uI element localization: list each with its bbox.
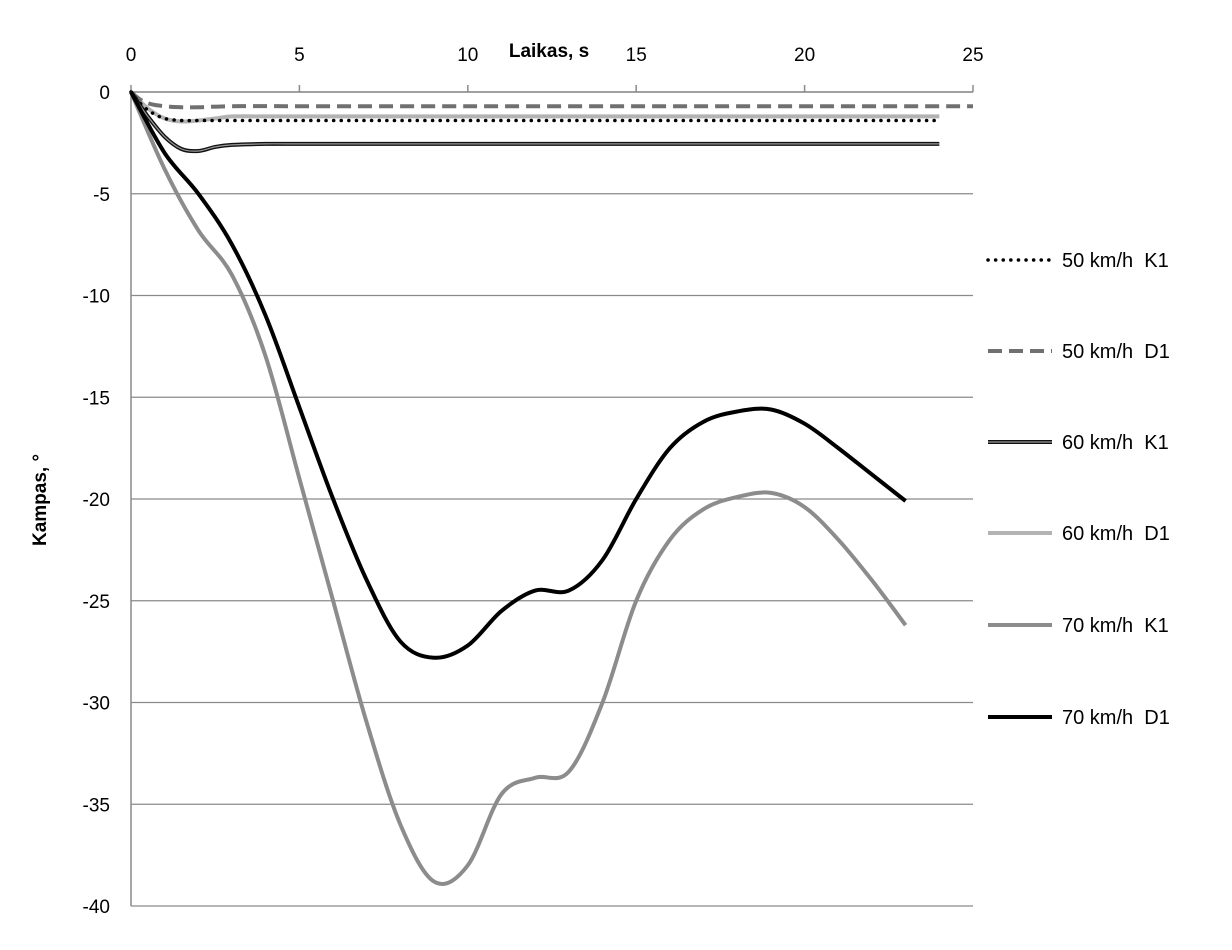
x-axis-tick-labels: 0 5 10 15 20 25 <box>126 45 984 66</box>
y-tick-label-2: -10 <box>83 287 110 308</box>
legend-label-5: 70 km/h D1 <box>1062 707 1170 729</box>
series-line-5 <box>129 91 907 660</box>
x-tick-label-0: 0 <box>126 45 137 66</box>
gridlines <box>131 91 973 907</box>
series-line-3 <box>129 90 940 124</box>
y-tick-label-0: 0 <box>99 83 110 104</box>
series-line-0 <box>129 90 942 123</box>
x-tick-label-1: 5 <box>294 45 305 66</box>
legend-label-3: 60 km/h D1 <box>1062 523 1170 545</box>
y-tick-label-5: -25 <box>83 592 110 613</box>
series-line-2-inner <box>130 91 940 152</box>
series-line-2-outer <box>129 90 940 154</box>
series-line-4 <box>129 91 908 886</box>
x-tick-label-3: 15 <box>626 45 647 66</box>
x-tick-label-4: 20 <box>794 45 815 66</box>
legend-label-2: 60 km/h K1 <box>1062 432 1169 454</box>
y-tick-label-7: -35 <box>83 795 110 816</box>
y-tick-label-1: -5 <box>93 185 110 206</box>
y-tick-label-3: -15 <box>83 388 110 409</box>
y-tick-label-4: -20 <box>83 490 110 511</box>
axes <box>130 85 974 906</box>
y-tick-label-6: -30 <box>83 694 110 715</box>
legend-label-0: 50 km/h K1 <box>1062 250 1169 272</box>
y-tick-label-8: -40 <box>83 897 110 918</box>
series-line-1 <box>129 90 973 110</box>
x-tick-label-2: 10 <box>457 45 478 66</box>
series-lines <box>129 90 973 886</box>
y-axis-tick-labels: 0 -5 -10 -15 -20 -25 -30 -35 -40 <box>83 83 110 918</box>
legend: 50 km/h K1 50 km/h D1 60 km/h K1 60 km/h D1… <box>986 250 1170 729</box>
y-axis-title: Kampas, ° <box>30 454 51 546</box>
x-tick-label-5: 25 <box>962 45 983 66</box>
legend-label-4: 70 km/h K1 <box>1062 615 1169 637</box>
legend-label-1: 50 km/h D1 <box>1062 341 1170 363</box>
x-axis-title: Laikas, s <box>509 41 589 62</box>
